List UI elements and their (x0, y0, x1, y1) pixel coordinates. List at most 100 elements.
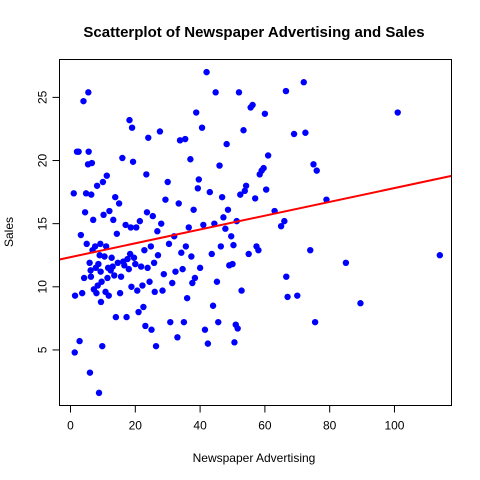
data-point (394, 109, 401, 116)
data-point (91, 243, 99, 250)
data-point (240, 127, 247, 134)
data-point (77, 231, 85, 239)
data-point (228, 233, 235, 240)
data-point (82, 190, 90, 197)
data-point (245, 250, 252, 258)
data-point (130, 254, 138, 261)
data-point (108, 254, 115, 261)
data-point (191, 274, 199, 282)
data-point (88, 191, 95, 198)
data-point (71, 292, 79, 299)
data-point (188, 253, 195, 260)
data-point (260, 164, 267, 172)
data-point (95, 260, 102, 268)
data-point (71, 349, 78, 356)
data-point (187, 156, 194, 163)
data-point (154, 252, 162, 259)
data-point (93, 289, 100, 297)
data-point (96, 252, 103, 259)
data-point (98, 278, 105, 285)
data-point (242, 182, 250, 189)
data-point (290, 130, 298, 138)
data-point (128, 283, 135, 290)
data-point (150, 259, 158, 267)
data-point (241, 187, 249, 195)
data-point (121, 262, 128, 269)
data-point (137, 263, 145, 270)
data-point (165, 240, 173, 248)
data-point (152, 342, 160, 350)
data-point (132, 260, 139, 268)
data-point (181, 135, 189, 143)
data-point (127, 224, 134, 231)
data-point (249, 101, 256, 109)
data-point (284, 293, 291, 301)
data-point (169, 279, 176, 287)
data-point (238, 287, 245, 294)
data-points (70, 68, 444, 397)
data-point (235, 89, 243, 96)
data-point (159, 287, 166, 294)
data-point (136, 217, 144, 225)
data-point (212, 89, 219, 96)
data-point (218, 193, 226, 201)
data-point (203, 68, 210, 76)
data-point (217, 243, 225, 250)
x-tick-label: 60 (258, 419, 272, 433)
data-point (110, 216, 117, 224)
data-point (134, 287, 141, 294)
data-point (86, 369, 94, 376)
data-point (124, 255, 131, 263)
data-point (126, 116, 133, 124)
data-point (76, 337, 83, 345)
x-tick-label: 20 (129, 419, 143, 433)
data-point (281, 217, 288, 225)
data-point (196, 264, 204, 272)
data-point (141, 246, 148, 254)
data-point (116, 289, 124, 297)
x-tick-label: 80 (323, 419, 337, 433)
data-point (97, 298, 105, 306)
data-point (80, 274, 88, 282)
data-point (149, 212, 157, 220)
data-point (154, 228, 161, 235)
data-point (307, 246, 314, 254)
data-point (158, 220, 165, 227)
data-point (80, 97, 87, 105)
data-point (200, 221, 207, 229)
data-point (151, 288, 158, 296)
data-point (190, 206, 197, 213)
data-point (156, 128, 164, 135)
data-point (213, 278, 221, 285)
data-point (101, 253, 108, 260)
data-point (113, 230, 121, 237)
data-point (216, 162, 223, 169)
data-point (100, 211, 107, 219)
y-tick-label: 25 (36, 90, 50, 104)
data-point (89, 216, 97, 224)
data-point (112, 313, 120, 321)
regression-line (59, 174, 452, 261)
data-point (229, 260, 236, 268)
y-tick-label: 5 (36, 346, 50, 353)
data-point (139, 282, 146, 289)
x-axis: 0 20 40 60 80 100 (67, 405, 405, 433)
data-point (167, 318, 174, 326)
y-tick-label: 20 (36, 154, 50, 168)
data-point (311, 318, 319, 326)
data-point (262, 186, 270, 193)
data-point (195, 176, 203, 183)
data-point (264, 152, 272, 159)
data-point (97, 240, 104, 248)
y-tick-label: 15 (36, 217, 50, 231)
data-point (105, 292, 112, 299)
data-point (133, 224, 140, 231)
data-point (294, 292, 301, 299)
data-point (112, 193, 119, 201)
data-point (189, 279, 196, 287)
data-point (129, 158, 137, 165)
data-point (88, 159, 96, 167)
data-point (193, 109, 200, 116)
data-point (223, 140, 230, 148)
data-point (222, 225, 229, 232)
